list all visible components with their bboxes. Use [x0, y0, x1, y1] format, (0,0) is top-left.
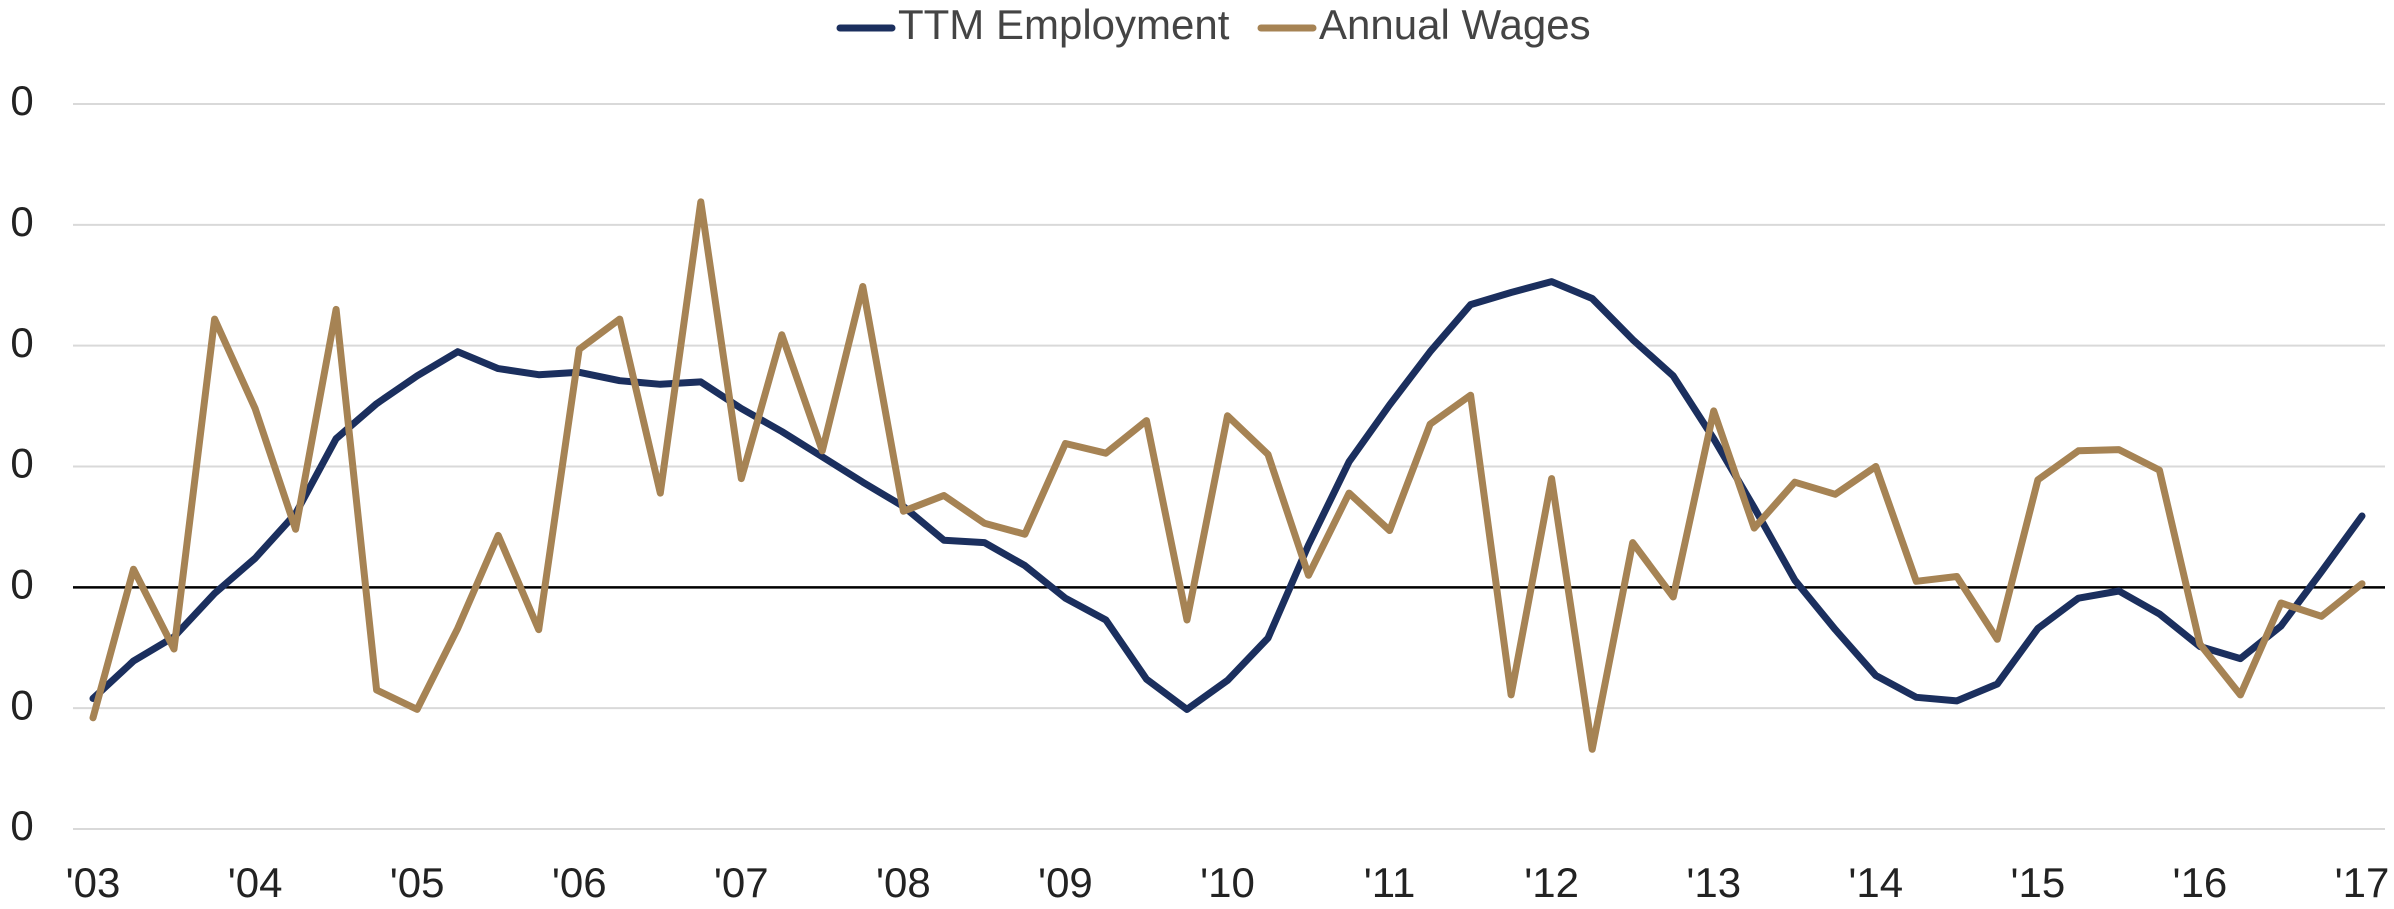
y-tick-label: 0 [10, 77, 33, 124]
x-tick-label: '17 [2335, 859, 2390, 906]
y-tick-label: 0 [10, 198, 33, 245]
x-tick-label: '10 [1200, 859, 1255, 906]
y-tick-label: 0 [10, 802, 33, 849]
x-tick-label: '11 [1364, 859, 1416, 906]
x-tick-label: '05 [390, 859, 445, 906]
y-tick-label: 0 [10, 319, 33, 366]
x-tick-label: '04 [228, 859, 283, 906]
x-tick-label: '03 [66, 859, 121, 906]
x-tick-label: '14 [1848, 859, 1903, 906]
x-tick-label: '12 [1524, 859, 1579, 906]
x-tick-label: '07 [714, 859, 769, 906]
x-tick-label: '15 [2010, 859, 2065, 906]
series-line [89, 198, 2366, 753]
x-tick-label: '08 [876, 859, 931, 906]
y-tick-label: 0 [10, 681, 33, 728]
legend-label: Annual Wages [1319, 1, 1591, 48]
y-tick-label: 0 [10, 440, 33, 487]
x-tick-label: '06 [552, 859, 607, 906]
x-tick-label: '13 [1686, 859, 1741, 906]
x-tick-label: '09 [1038, 859, 1093, 906]
series-line [89, 278, 2366, 713]
y-tick-label: 0 [10, 560, 33, 607]
legend-label: TTM Employment [898, 1, 1230, 48]
x-tick-label: '16 [2173, 859, 2228, 906]
